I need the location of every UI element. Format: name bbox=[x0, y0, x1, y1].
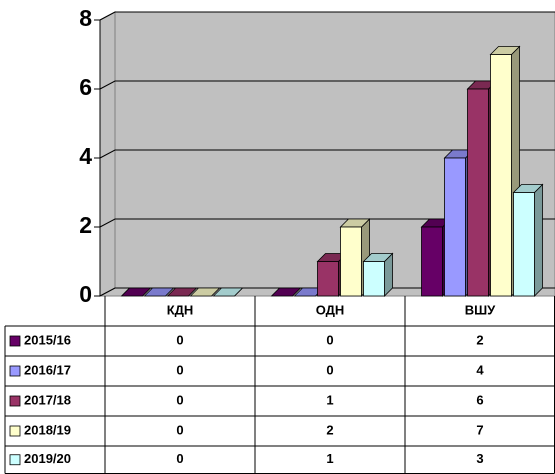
table-value: 2 bbox=[326, 422, 333, 437]
table-value: 0 bbox=[176, 422, 183, 437]
table-value: 1 bbox=[326, 392, 333, 407]
grid-line bbox=[99, 218, 555, 228]
table-value: 0 bbox=[176, 332, 183, 347]
legend-label: 2018/19 bbox=[24, 422, 71, 437]
table-value: 6 bbox=[476, 392, 483, 407]
legend-label: 2016/17 bbox=[24, 362, 71, 377]
table-value: 0 bbox=[176, 362, 183, 377]
legend-swatch bbox=[9, 395, 21, 407]
bar-top bbox=[212, 287, 244, 297]
bar-top bbox=[166, 287, 198, 297]
legend-label: 2015/16 bbox=[24, 332, 71, 347]
bar-side bbox=[534, 183, 543, 297]
table-value: 1 bbox=[326, 451, 333, 466]
bar bbox=[490, 54, 512, 297]
table-value: 0 bbox=[176, 451, 183, 466]
y-tick-label: 6 bbox=[79, 74, 92, 100]
bar bbox=[317, 261, 339, 297]
table-value: 0 bbox=[326, 362, 333, 377]
y-tick-label: 8 bbox=[79, 5, 92, 31]
y-tick-label: 0 bbox=[79, 281, 92, 307]
table-value: 3 bbox=[476, 451, 483, 466]
x-tick-label: ОДН bbox=[316, 302, 345, 317]
x-tick-label: КДН bbox=[167, 302, 194, 317]
table-value: 4 bbox=[476, 362, 484, 377]
table-value: 2 bbox=[476, 332, 483, 347]
table-value: 0 bbox=[176, 392, 183, 407]
x-tick-label: ВШУ bbox=[465, 302, 496, 317]
bar-top bbox=[120, 287, 152, 297]
legend-label: 2019/20 bbox=[24, 451, 71, 466]
legend-swatch bbox=[9, 425, 21, 437]
legend-label: 2017/18 bbox=[24, 392, 71, 407]
bar bbox=[363, 261, 385, 297]
grid-line bbox=[99, 287, 555, 297]
table-value: 7 bbox=[476, 422, 483, 437]
legend-swatch bbox=[9, 335, 21, 347]
bar-top bbox=[270, 287, 302, 297]
bar-top bbox=[189, 287, 221, 297]
bar bbox=[444, 157, 466, 297]
y-tick-label: 4 bbox=[79, 143, 92, 169]
legend-swatch bbox=[9, 365, 21, 377]
bar bbox=[513, 192, 535, 297]
legend-swatch bbox=[9, 454, 21, 466]
grid-line bbox=[99, 11, 555, 21]
bar bbox=[467, 88, 489, 297]
table-value: 0 bbox=[326, 332, 333, 347]
bar bbox=[340, 226, 362, 297]
bar bbox=[421, 226, 443, 297]
grid-line bbox=[99, 80, 555, 90]
bar-top bbox=[143, 287, 175, 297]
grid-line bbox=[99, 149, 555, 159]
y-tick-label: 2 bbox=[79, 212, 92, 238]
